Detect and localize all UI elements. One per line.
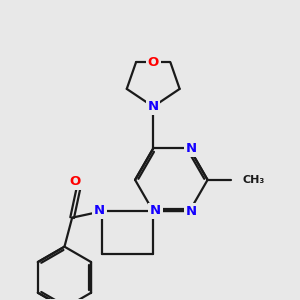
Text: O: O <box>70 175 81 188</box>
Text: N: N <box>186 205 197 218</box>
Text: N: N <box>186 142 197 155</box>
Text: CH₃: CH₃ <box>243 175 265 185</box>
Text: O: O <box>148 56 159 69</box>
Text: N: N <box>150 204 161 217</box>
Text: N: N <box>94 204 105 217</box>
Text: N: N <box>148 100 159 113</box>
